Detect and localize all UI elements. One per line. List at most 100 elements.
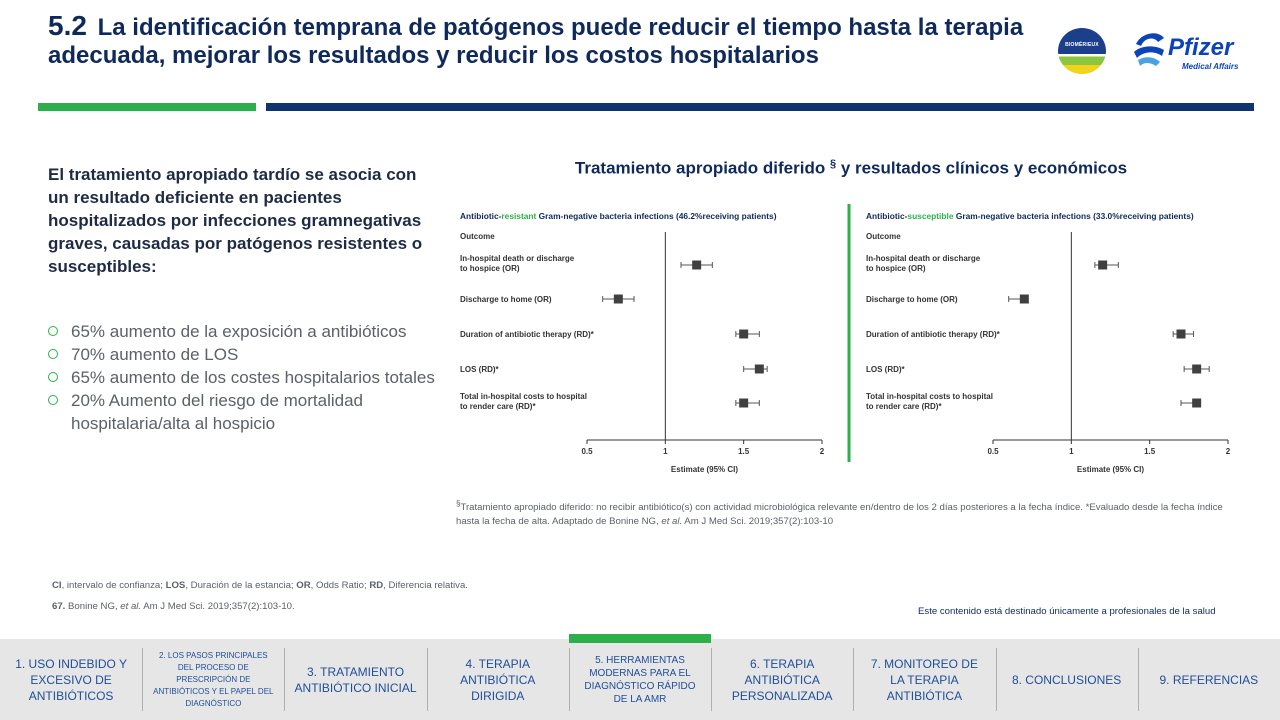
nav-item-pasos-principales[interactable]: 2. LOS PASOS PRINCIPALES DEL PROCESO DE …: [142, 639, 284, 720]
chart-title-section-mark: §: [829, 158, 837, 170]
abbr-def: , intervalo de confianza;: [61, 580, 166, 591]
chart-title-main: Tratamiento apropiado diferido: [574, 158, 826, 178]
estimate-marker: [1176, 329, 1186, 339]
footnote-citation: Am J Med Sci. 2019;357(2):103-10: [682, 516, 834, 528]
x-tick-label: 1: [663, 447, 668, 456]
outcome-label: LOS (RD)*: [866, 365, 906, 374]
chart-title-rest: y resultados clínicos y económicos: [840, 158, 1128, 178]
x-tick-label: 0.5: [987, 447, 999, 456]
bullet-ring-icon: [48, 395, 58, 405]
outcome-label: to hospice (OR): [460, 264, 520, 273]
estimate-marker: [739, 329, 749, 339]
x-axis-label: Estimate (95% CI): [1077, 465, 1144, 474]
abbr-def: , Odds Ratio;: [310, 580, 370, 591]
nav-item-tratamiento-inicial[interactable]: 3. TRATAMIENTO ANTIBIÓTICO INICIAL: [284, 639, 426, 720]
bullet-ring-icon: [48, 372, 58, 382]
nav-item-conclusiones[interactable]: 8. CONCLUSIONES: [995, 639, 1138, 720]
nav-item-monitoreo[interactable]: 7. MONITOREO DE LA TERAPIA ANTIBIÓTICA: [853, 639, 995, 720]
reference-authors: Bonine NG,: [65, 601, 121, 612]
finding-item: 65% aumento de la exposición a antibióti…: [48, 320, 448, 343]
forest-plot: Antibiotic-resistant Gram-negative bacte…: [460, 204, 1231, 474]
section-number: 5.2: [48, 10, 87, 41]
estimate-marker: [1192, 364, 1202, 374]
outcome-label: Duration of antibiotic therapy (RD)*: [866, 330, 1001, 339]
bullet-ring-icon: [48, 326, 58, 336]
outcome-header: Outcome: [866, 232, 901, 241]
abbreviations: CI, intervalo de confianza; LOS, Duració…: [52, 580, 468, 591]
pfizer-logo: Pfizer Medical Affairs: [1132, 30, 1239, 74]
finding-text: 20% Aumento del riesgo de mortalidad hos…: [71, 391, 364, 433]
estimate-marker: [739, 398, 749, 408]
outcome-label: Discharge to home (OR): [460, 295, 552, 304]
estimate-marker: [1192, 398, 1202, 408]
pfizer-wordmark: Pfizer: [1168, 34, 1234, 61]
nav-item-terapia-personalizada[interactable]: 6. TERAPIA ANTIBIÓTICA PERSONALIZADA: [711, 639, 853, 720]
bullet-ring-icon: [48, 349, 58, 359]
reference-etal: et al.: [120, 601, 142, 612]
outcome-label: In-hospital death or discharge: [460, 254, 575, 263]
estimate-marker: [1019, 294, 1029, 304]
x-axis-label: Estimate (95% CI): [671, 465, 738, 474]
footnote-etal: et al.: [661, 516, 683, 528]
finding-text: 65% aumento de la exposición a antibióti…: [71, 322, 407, 341]
x-tick-label: 1.5: [738, 447, 750, 456]
panel-title: Antibiotic-susceptible Gram-negative bac…: [866, 211, 1194, 221]
reference-number: 67.: [52, 601, 66, 612]
finding-item: 70% aumento de LOS: [48, 343, 448, 366]
nav-item-terapia-dirigida[interactable]: 4. TERAPIA ANTIBIÓTICA DIRIGIDA: [426, 639, 569, 720]
outcome-header: Outcome: [460, 232, 495, 241]
abbr-term: CI: [52, 580, 62, 591]
abbr-def: , Duración de la estancia;: [185, 580, 297, 591]
outcome-label: Duration of antibiotic therapy (RD)*: [460, 330, 595, 339]
biomerieux-logo: BIOMÉRIEUX: [1058, 28, 1106, 74]
reference-journal: Am J Med Sci. 2019;357(2):103-10.: [141, 601, 295, 612]
pfizer-mark-icon: [1134, 33, 1164, 66]
outcome-label: Total in-hospital costs to hospital: [460, 392, 587, 401]
panel-title-highlight: susceptible: [907, 211, 953, 221]
abbr-term: OR: [296, 580, 311, 591]
title-underline-green: [38, 103, 256, 111]
outcome-label: Total in-hospital costs to hospital: [866, 392, 993, 401]
x-tick-label: 1: [1069, 447, 1074, 456]
estimate-marker: [613, 294, 623, 304]
estimate-marker: [692, 260, 702, 270]
nav-item-uso-indebido[interactable]: 1. USO INDEBIDO Y EXCESIVO DE ANTIBIÓTIC…: [15, 656, 128, 703]
nav-item-referencias[interactable]: 9. REFERENCIAS: [1137, 639, 1280, 720]
title-underline-navy: [266, 103, 1254, 111]
panel-title-prefix: Antibiotic-: [866, 211, 908, 221]
finding-text: 70% aumento de LOS: [71, 345, 239, 364]
x-tick-label: 0.5: [581, 447, 593, 456]
biomerieux-logo-text: BIOMÉRIEUX: [1065, 42, 1099, 48]
x-tick-label: 2: [820, 447, 825, 456]
x-tick-label: 1.5: [1144, 447, 1156, 456]
finding-item: 65% aumento de los costes hospitalarios …: [48, 366, 448, 389]
x-tick-label: 2: [1226, 447, 1231, 456]
footnote: §Tratamiento apropiado diferido: no reci…: [456, 497, 1246, 529]
estimate-marker: [1098, 260, 1108, 270]
outcome-label: to render care (RD)*: [460, 402, 536, 411]
finding-text: 65% aumento de los costes hospitalarios …: [71, 368, 435, 387]
panel-title: Antibiotic-resistant Gram-negative bacte…: [460, 211, 777, 221]
disclaimer: Este contenido está destinado únicamente…: [918, 606, 1216, 617]
outcome-label: Discharge to home (OR): [866, 295, 958, 304]
title-text: La identificación temprana de patógenos …: [48, 14, 1024, 69]
nav-item-herramientas-modernas[interactable]: 5. HERRAMIENTAS MODERNAS PARA EL DIAGNÓS…: [568, 634, 712, 720]
footnote-mark: §: [456, 499, 461, 508]
footnote-text: Tratamiento apropiado diferido: no recib…: [456, 502, 1223, 528]
estimate-marker: [754, 364, 764, 374]
panel-title-highlight: resistant: [501, 211, 536, 221]
key-findings-list: 65% aumento de la exposición a antibióti…: [48, 320, 448, 435]
page-title: 5.2 La identificación temprana de patóge…: [48, 12, 1028, 70]
outcome-label: to render care (RD)*: [866, 402, 942, 411]
abbr-def: , Diferencia relativa.: [383, 580, 468, 591]
panel-title-suffix: Gram-negative bacteria infections (46.2%…: [536, 211, 776, 221]
outcome-label: In-hospital death or discharge: [866, 254, 981, 263]
finding-item: 20% Aumento del riesgo de mortalidad hos…: [48, 389, 448, 435]
panel-title-suffix: Gram-negative bacteria infections (33.0%…: [954, 211, 1194, 221]
pfizer-subtitle: Medical Affairs: [1182, 62, 1239, 71]
abbr-term: RD: [369, 580, 384, 591]
panel-title-prefix: Antibiotic-: [460, 211, 502, 221]
abbr-term: LOS: [165, 580, 186, 591]
section-nav: 1. USO INDEBIDO Y EXCESIVO DE ANTIBIÓTIC…: [0, 634, 1280, 720]
outcome-label: to hospice (OR): [866, 264, 926, 273]
